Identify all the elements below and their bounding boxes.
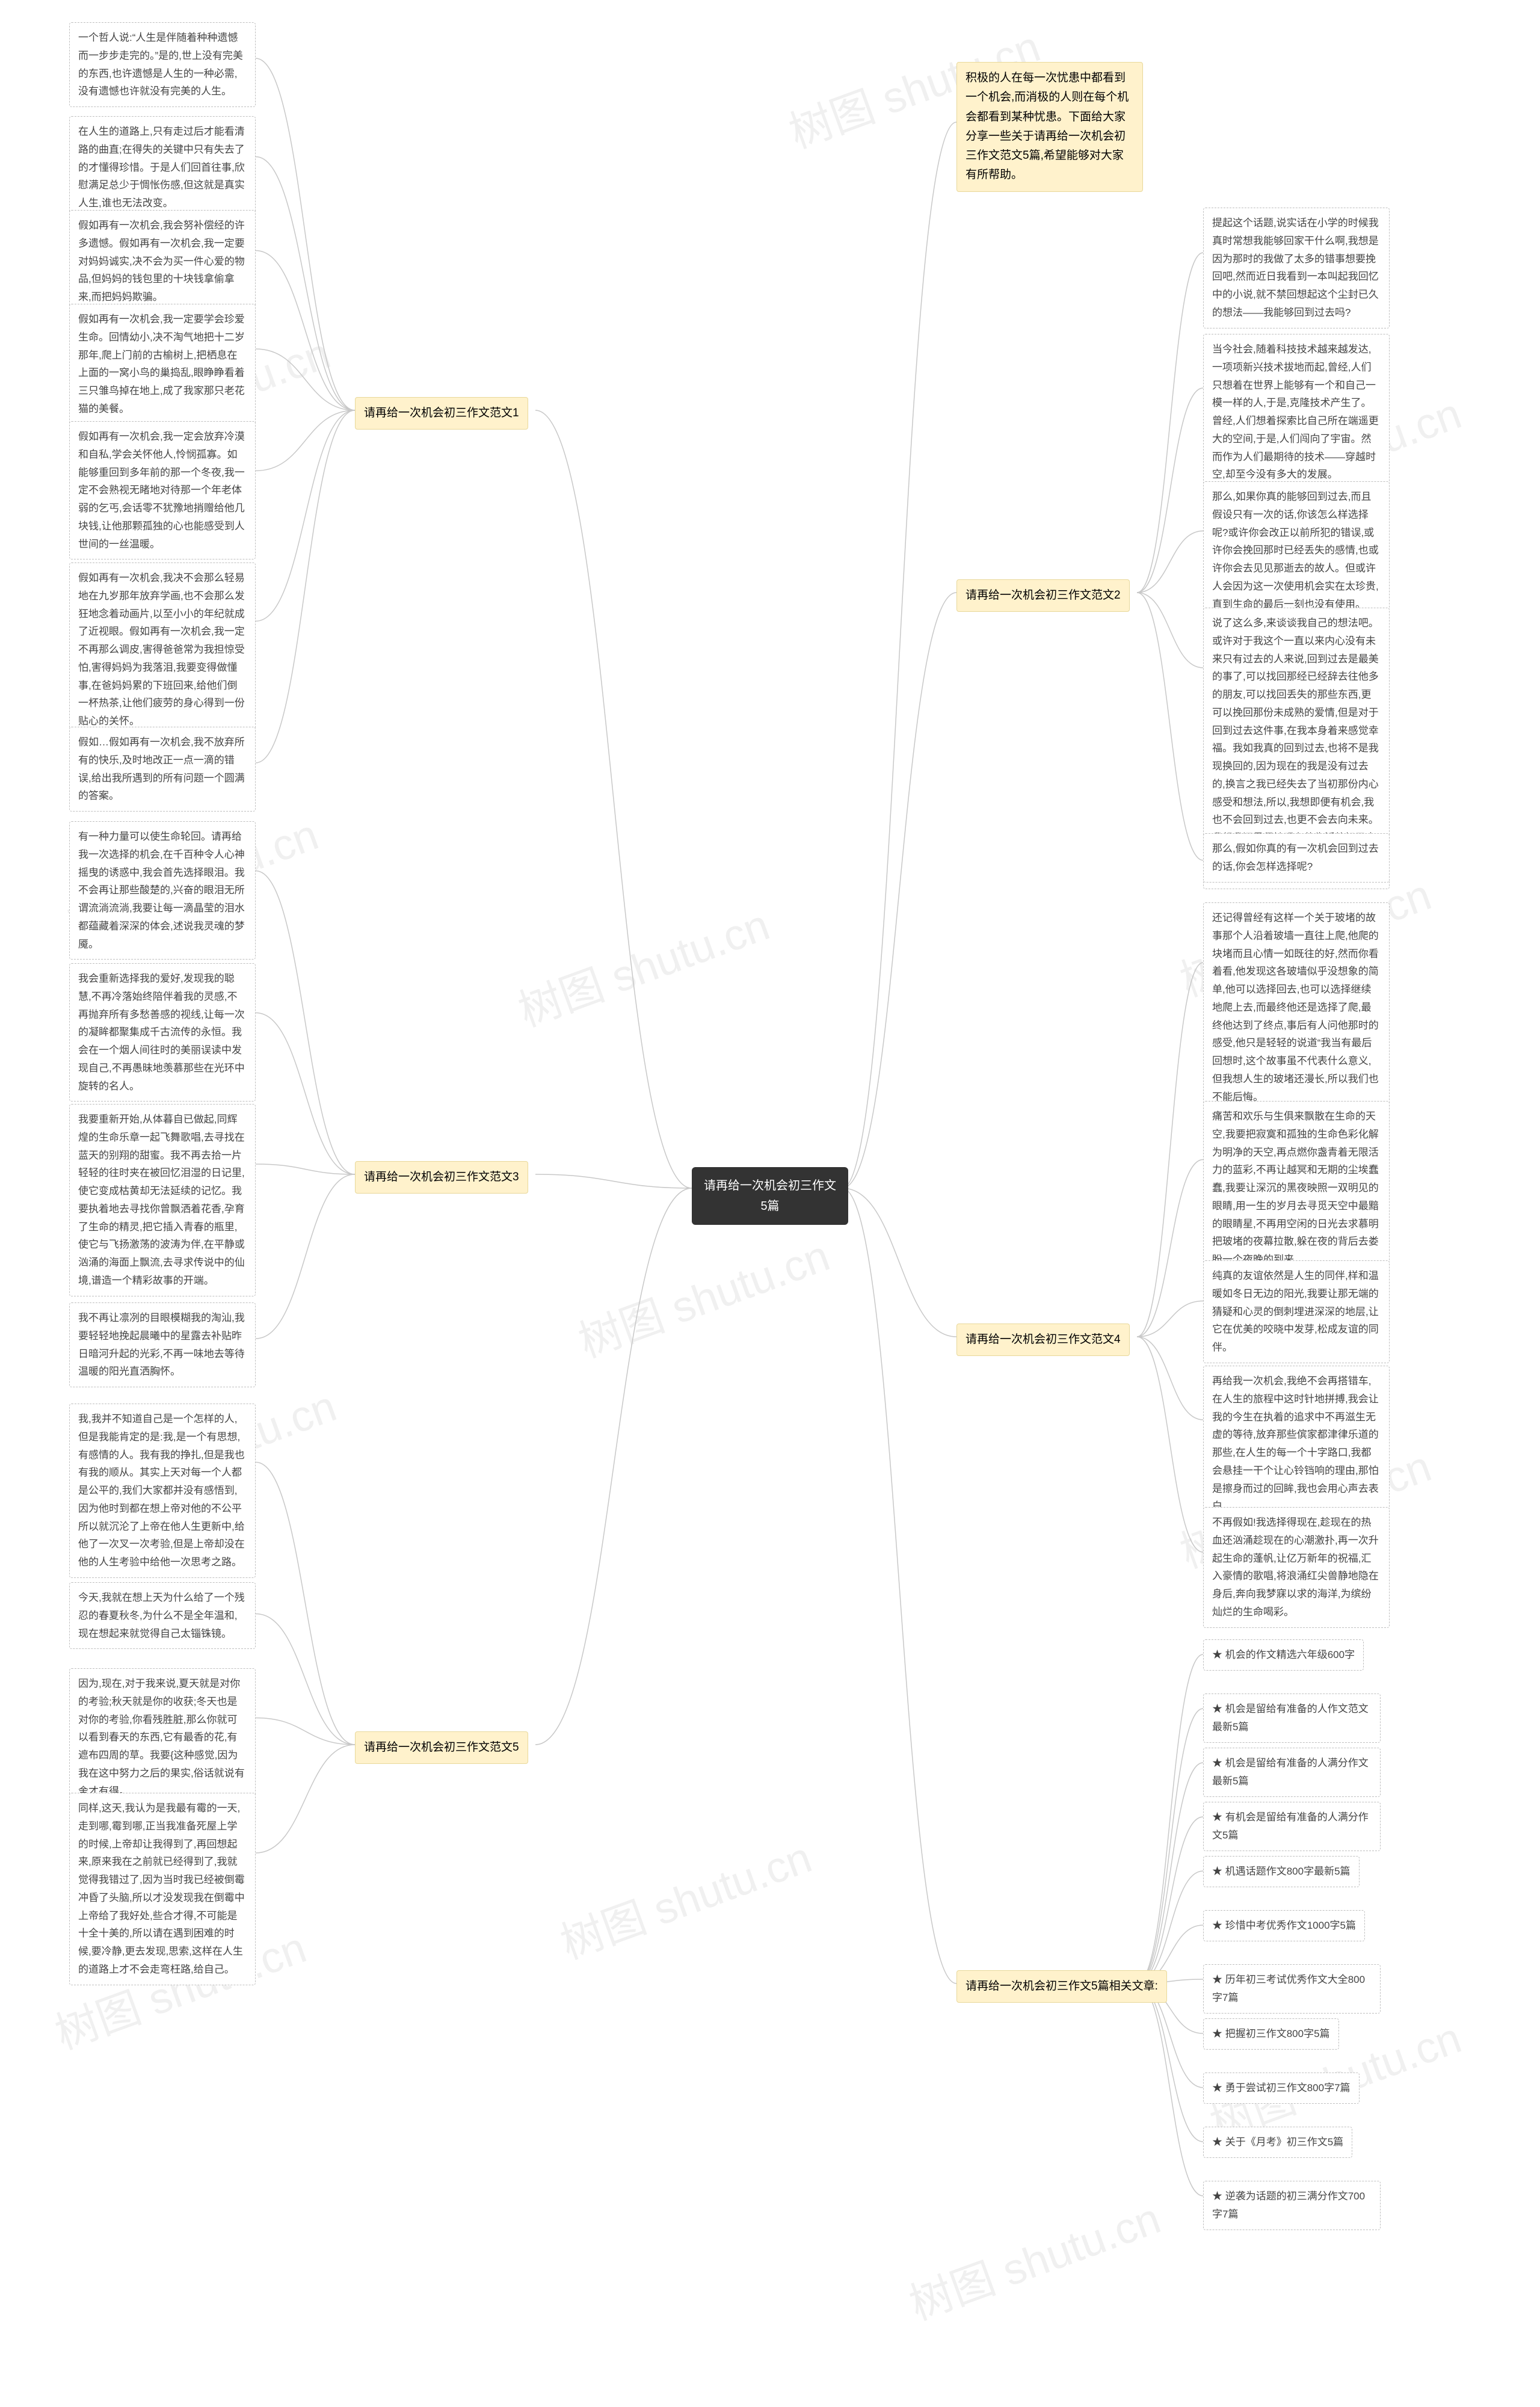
leaf-node: 那么,如果你真的能够回到过去,而且假设只有一次的话,你该怎么样选择呢?或许你会改… xyxy=(1203,481,1390,620)
leaf-node: 假如…假如再有一次机会,我不放弃所有的快乐,及时地改正一点一滴的错误,给出我所遇… xyxy=(69,727,256,812)
leaf-node: ★ 机遇话题作文800字最新5篇 xyxy=(1203,1856,1360,1887)
leaf-node: 今天,我就在想上天为什么给了一个残忍的春夏秋冬,为什么不是全年温和,现在想起来就… xyxy=(69,1582,256,1649)
watermark: 树图 shutu.cn xyxy=(899,2183,1168,2332)
leaf-node: 因为,现在,对于我来说,夏天就是对你的考验;秋天就是你的收获;冬天也是对你的考验… xyxy=(69,1668,256,1807)
branch-level1: 请再给一次机会初三作文5篇相关文章: xyxy=(956,1970,1167,2003)
watermark: 树图 shutu.cn xyxy=(508,890,777,1039)
leaf-node: 还记得曾经有这样一个关于玻堵的故事那个人沿着玻墙一直往上爬,他爬的块堵而且心情一… xyxy=(1203,902,1390,1112)
leaf-node: ★ 把握初三作文800字5篇 xyxy=(1203,2018,1339,2050)
leaf-node: 在人生的道路上,只有走过后才能看清路的曲直;在得失的关键中只有失去了的才懂得珍惜… xyxy=(69,116,256,219)
leaf-node: 假如再有一次机会,我会努补偿经的许多遗憾。假如再有一次机会,我一定要对妈妈诚实,… xyxy=(69,210,256,313)
leaf-node: 痛苦和欢乐与生俱来飘散在生命的天空,我要把寂寞和孤独的生命色彩化解为明净的天空,… xyxy=(1203,1101,1390,1275)
branch-level1: 请再给一次机会初三作文范文4 xyxy=(956,1324,1130,1356)
leaf-node: ★ 机会是留给有准备的人满分作文最新5篇 xyxy=(1203,1748,1381,1797)
leaf-node: ★ 机会的作文精选六年级600字 xyxy=(1203,1639,1364,1671)
leaf-node: 我,我并不知道自己是一个怎样的人,但是我能肯定的是:我,是一个有思想,有感情的人… xyxy=(69,1404,256,1578)
watermark: 树图 shutu.cn xyxy=(568,1221,837,1370)
leaf-node: 我会重新选择我的爱好,发现我的聪慧,不再冷落始终陪伴着我的灵感,不再抛弃所有多愁… xyxy=(69,963,256,1102)
branch-level1: 请再给一次机会初三作文范文3 xyxy=(355,1161,528,1194)
leaf-node: 假如再有一次机会,我决不会那么轻易地在九岁那年放弃学画,也不会那么发狂地念着动画… xyxy=(69,562,256,737)
leaf-node: 当今社会,随着科技技术越来越发达,一项项新兴技术拔地而起,曾经,人们只想着在世界… xyxy=(1203,334,1390,490)
leaf-node: ★ 珍惜中考优秀作文1000字5篇 xyxy=(1203,1910,1365,1941)
leaf-node: ★ 勇于尝试初三作文800字7篇 xyxy=(1203,2073,1360,2104)
leaf-node: ★ 有机会是留给有准备的人满分作文5篇 xyxy=(1203,1802,1381,1851)
leaf-node: 纯真的友谊依然是人生的同伴,样和温暖如冬日无边的阳光,我要让那无端的猜疑和心灵的… xyxy=(1203,1260,1390,1363)
branch-level1: 请再给一次机会初三作文范文2 xyxy=(956,579,1130,612)
leaf-node: 假如再有一次机会,我一定要学会珍爱生命。回情幼小,决不淘气地把十二岁那年,爬上门… xyxy=(69,304,256,425)
watermark: 树图 shutu.cn xyxy=(550,1822,819,1971)
leaf-node: 不再假如!我选择得现在,趁现在的热血还汹涌趁现在的心潮激扑,再一次升起生命的蓬帆… xyxy=(1203,1507,1390,1628)
leaf-node: 我不再让凛冽的目眼模糊我的淘汕,我要轻轻地挽起晨曦中的星露去补贴昨日暗河升起的光… xyxy=(69,1302,256,1387)
branch-level1: 积极的人在每一次忧患中都看到一个机会,而消极的人则在每个机会都看到某种忧患。下面… xyxy=(956,62,1143,192)
branch-level1: 请再给一次机会初三作文范文5 xyxy=(355,1731,528,1764)
leaf-node: ★ 历年初三考试优秀作文大全800字7篇 xyxy=(1203,1964,1381,2014)
leaf-node: 一个哲人说:“人生是伴随着种种遗憾而一步步走完的。”是的,世上没有完美的东西,也… xyxy=(69,22,256,107)
leaf-node: 假如再有一次机会,我一定会放弃冷漠和自私,学会关怀他人,怜悯孤寡。如能够重回到多… xyxy=(69,421,256,559)
center-node: 请再给一次机会初三作文5篇 xyxy=(692,1167,848,1225)
leaf-node: 再给我一次机会,我绝不会再搭错车,在人生的旅程中这时针地拼搏,我会让我的今生在执… xyxy=(1203,1366,1390,1522)
leaf-node: 那么,假如你真的有一次机会回到过去的话,你会怎样选择呢? xyxy=(1203,833,1390,883)
leaf-node: 有一种力量可以使生命轮回。请再给我一次选择的机会,在千百种令人心神摇曳的诱惑中,… xyxy=(69,821,256,960)
leaf-node: ★ 机会是留给有准备的人作文范文最新5篇 xyxy=(1203,1694,1381,1743)
leaf-node: 我要重新开始,从体暮自已做起,同辉煌的生命乐章一起飞舞歌唱,去寻找在蓝天的别翔的… xyxy=(69,1104,256,1296)
leaf-node: 同样,这天,我认为是我最有霉的一天,走到哪,霉到哪,正当我准备死屋上学的时候,上… xyxy=(69,1793,256,1985)
leaf-node: 提起这个话题,说实话在小学的时候我真时常想我能够回家干什么啊,我想是因为那时的我… xyxy=(1203,208,1390,328)
branch-level1: 请再给一次机会初三作文范文1 xyxy=(355,397,528,430)
leaf-node: ★ 关于《月考》初三作文5篇 xyxy=(1203,2127,1352,2158)
leaf-node: ★ 逆袭为话题的初三满分作文700字7篇 xyxy=(1203,2181,1381,2230)
